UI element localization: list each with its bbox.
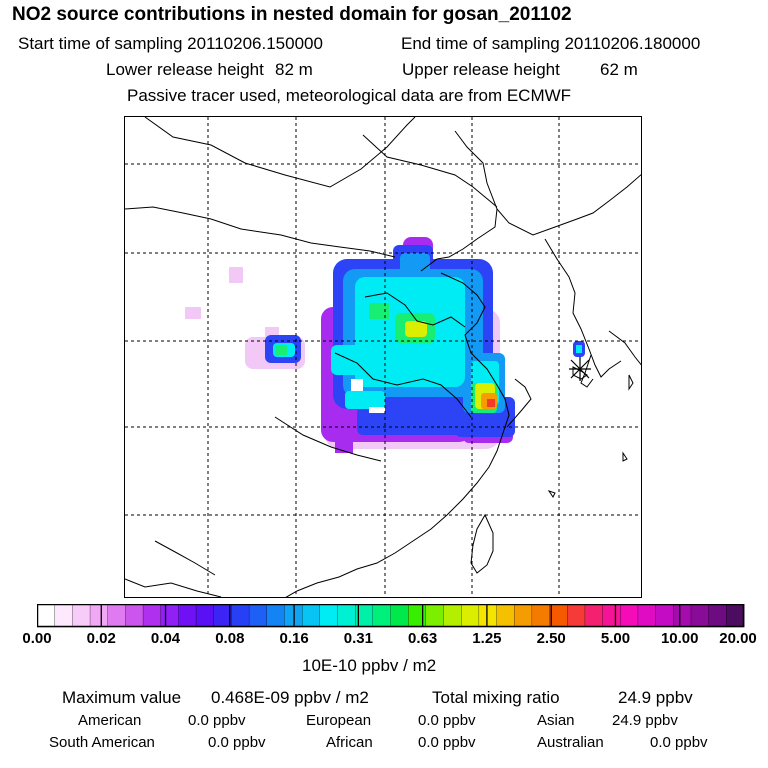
lower-release-value: 82 m [275,60,313,79]
colorbar-cell [567,604,586,628]
region-european-value: 0.0 ppbv [418,712,476,729]
colorbar-cell [726,604,745,628]
plume-gosan-spot [573,341,585,357]
colorbar-tick-label: 20.00 [719,630,757,647]
max-value-label: Maximum value [62,688,182,707]
total-mixing-label: Total mixing ratio [432,688,560,707]
region-american-name: American [78,712,142,729]
region-australian-value: 0.0 ppbv [650,734,708,751]
region-asian-name: Asian [537,712,575,729]
colorbar-cell [390,604,409,628]
colorbar-tick-label: 0.00 [22,630,52,647]
colorbar-cell [372,604,391,628]
colorbar-frame [37,604,745,628]
colorbar-cell [690,604,710,628]
colorbar-cell [319,604,338,628]
plume-red [487,399,495,407]
colorbar-cell [160,604,179,628]
region-south-american-value: 0.0 ppbv [208,734,266,751]
colorbar-cell [408,604,427,628]
colorbar-cell [637,604,657,628]
colorbar-cell [655,604,674,628]
colorbar-cell [195,604,215,628]
region-european-name: European [306,712,372,729]
colorbar-cell [125,604,144,628]
colorbar-tick-label: 2.50 [536,630,566,647]
colorbar-cell [337,604,356,628]
colorbar-cell [301,604,321,628]
colorbar-cell [72,604,91,628]
colorbar-cell [461,604,480,628]
upper-release-label: Upper release height [402,60,560,79]
colorbar-cell [514,604,533,628]
region-asian-value: 24.9 ppbv [612,712,678,729]
lower-release-label: Lower release height [106,60,264,79]
map-svg [125,117,641,597]
colorbar-cell [248,604,268,628]
colorbar-tick-label: 5.00 [600,630,631,647]
colorbar-cell [284,604,303,628]
gridlines [125,117,641,597]
receptor-marker-icon [569,357,591,381]
colorbar-cell [496,604,515,628]
colorbar-cell [443,604,462,628]
colorbar-cell [708,604,727,628]
colorbar-tick-label: 0.02 [86,630,116,647]
coastlines [125,117,641,597]
colorbar-cell [620,604,639,628]
colorbar-tick-label: 0.04 [150,630,181,647]
total-mixing-value: 24.9 ppbv [618,688,693,707]
region-african-value: 0.0 ppbv [418,734,476,751]
colorbar-cell [54,604,73,628]
tracer-note: Passive tracer used, meteorological data… [127,86,572,105]
plot-title: NO2 source contributions in nested domai… [12,4,572,25]
colorbar-tick-label: 1.25 [472,630,502,647]
colorbar-cell [584,604,604,628]
region-american-value: 0.0 ppbv [188,712,246,729]
colorbar-cell [231,604,250,628]
start-time: Start time of sampling 20110206.150000 [18,34,323,53]
colorbar-cell [531,604,551,628]
colorbar [37,604,745,628]
colorbar-cell [213,604,232,628]
colorbar-cell [602,604,621,628]
max-value: 0.468E-09 ppbv / m2 [211,688,369,707]
colorbar-tick-label: 0.16 [279,630,309,647]
plume-field [185,237,585,453]
colorbar-cell [178,604,197,628]
colorbar-tick-label: 0.63 [408,630,438,647]
region-south-american-name: South American [49,734,155,751]
colorbar-cell [37,604,56,628]
region-australian-name: Australian [537,734,604,751]
colorbar-tick-label: 0.08 [215,630,245,647]
colorbar-cell [107,604,126,628]
colorbar-cell [673,604,692,628]
colorbar-tick-label: 0.31 [343,630,373,647]
region-african-name: African [326,734,373,751]
colorbar-cell [142,604,162,628]
end-time: End time of sampling 20110206.180000 [401,34,701,53]
colorbar-cell [89,604,109,628]
colorbar-cell [549,604,568,628]
colorbar-cell [478,604,498,628]
colorbar-unit: 10E-10 ppbv / m2 [302,656,437,675]
colorbar-cells [37,604,745,628]
plume-white-holes [351,379,385,413]
colorbar-tick-label: 10.00 [660,630,699,647]
colorbar-cell [266,604,285,628]
upper-release-value: 62 m [600,60,638,79]
colorbar-major-dividers [100,604,681,627]
map-panel [124,116,642,598]
colorbar-cell [425,604,444,628]
